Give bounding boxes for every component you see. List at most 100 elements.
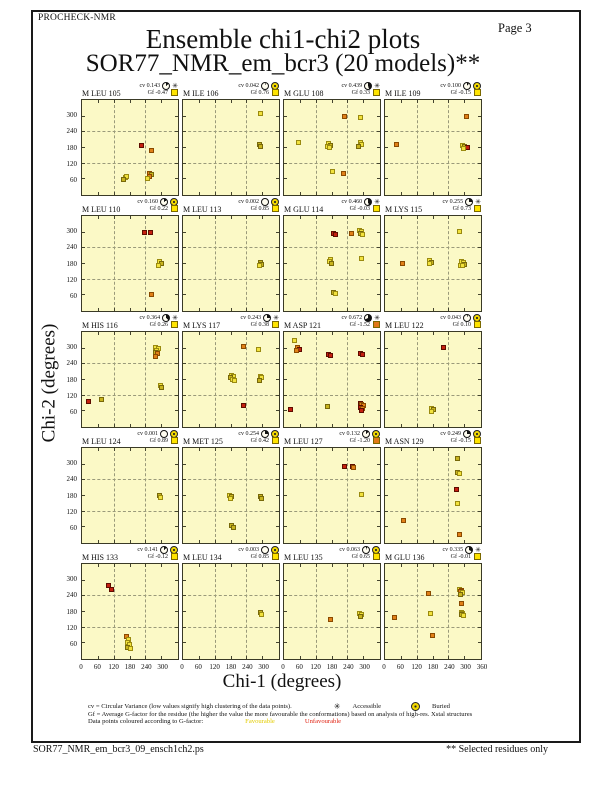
- axis-tick: [315, 564, 317, 567]
- gridline-vertical: [214, 332, 216, 426]
- gridline-vertical: [315, 448, 317, 542]
- axis-tick: [175, 131, 178, 133]
- cv-pie-icon: [362, 546, 370, 554]
- axis-tick: [347, 332, 349, 335]
- axis-tick: [97, 448, 99, 451]
- axis-tick: [246, 308, 248, 311]
- axis-tick: [97, 540, 99, 543]
- axis-tick: [315, 540, 317, 543]
- x-tick-label: 180: [427, 663, 439, 671]
- axis-tick: [299, 216, 301, 219]
- axis-tick: [331, 564, 333, 567]
- cv-value: cv 0.063: [339, 547, 360, 553]
- gridline-horizontal: [385, 626, 480, 628]
- cv-line: cv 0.255 ✳: [442, 198, 481, 206]
- gridline-horizontal: [82, 394, 177, 396]
- axis-tick: [416, 192, 418, 195]
- accessible-star-icon: ✳: [333, 701, 341, 711]
- axis-tick: [82, 131, 85, 133]
- cv-pie-icon: [263, 314, 272, 322]
- gridline-vertical: [448, 100, 450, 194]
- data-point: [124, 174, 130, 179]
- axis-tick: [464, 656, 466, 659]
- residue-label: M GLU 114: [284, 205, 324, 214]
- x-tick-label: 120: [310, 663, 321, 671]
- page-subtitle: SOR77_NMR_em_bcr3 (20 models)**: [85, 50, 481, 77]
- axis-tick: [183, 463, 186, 465]
- page-title: Ensemble chi1-chi2 plots: [145, 24, 421, 54]
- axis-tick: [478, 611, 481, 612]
- gf-value: Gf -0.47: [147, 89, 168, 96]
- axis-tick: [299, 192, 301, 195]
- data-point: [457, 591, 463, 597]
- axis-tick: [347, 656, 349, 659]
- accessible-star-icon: ✳: [475, 198, 481, 206]
- cv-value: cv 0.042: [238, 83, 259, 89]
- data-point: [153, 353, 159, 359]
- axis-tick: [400, 448, 402, 451]
- axis-tick: [284, 347, 287, 349]
- data-point: [109, 586, 115, 592]
- plot-box: [81, 99, 179, 196]
- plot-header: M LEU 122 cv 0.043 Gf 0.10: [384, 314, 482, 331]
- axis-tick: [183, 495, 186, 496]
- plot-header: M MET 125 cv 0.254 Gf 0.42: [182, 430, 280, 447]
- cv-pie-icon: [364, 314, 373, 322]
- axis-tick: [145, 100, 147, 103]
- axis-tick: [377, 247, 380, 249]
- residue-label: M ILE 106: [183, 89, 219, 98]
- axis-tick: [276, 115, 279, 117]
- cv-value: cv 0.141: [137, 547, 158, 553]
- gf-color-swatch: [474, 437, 481, 444]
- axis-tick: [113, 424, 115, 427]
- axis-tick: [198, 564, 200, 567]
- data-point: [459, 601, 465, 607]
- gf-value: Gf -0.01: [450, 553, 471, 560]
- data-point: [333, 232, 339, 238]
- axis-tick: [478, 526, 481, 528]
- axis-tick: [183, 178, 186, 180]
- gridline-horizontal: [183, 162, 278, 164]
- axis-tick: [82, 115, 85, 117]
- plot-header: M ILE 109 cv 0.100 Gf -0.15: [384, 82, 482, 99]
- axis-tick: [214, 100, 216, 103]
- axis-tick: [246, 564, 248, 567]
- plot-box: [384, 447, 482, 544]
- data-point: [427, 610, 433, 616]
- gf-color-swatch: [474, 89, 481, 96]
- axis-tick: [385, 394, 388, 396]
- axis-tick: [183, 263, 186, 264]
- axis-tick: [478, 347, 481, 349]
- residue-label: M GLU 136: [385, 553, 425, 562]
- plot-header: M LEU 127 cv 0.132 Gf -1.20: [283, 430, 381, 447]
- axis-tick: [246, 100, 248, 103]
- axis-tick: [377, 611, 380, 612]
- axis-tick: [478, 642, 481, 644]
- axis-tick: [377, 495, 380, 496]
- gf-color-swatch: [171, 321, 178, 328]
- axis-tick: [377, 394, 380, 396]
- data-point: [460, 613, 466, 619]
- gridline-vertical: [214, 100, 216, 194]
- gf-line: Gf 0.10: [453, 321, 481, 328]
- cv-pie-icon: [465, 198, 474, 206]
- plot-box: [384, 331, 482, 428]
- residue-label: M LEU 113: [183, 205, 222, 214]
- axis-tick: [82, 394, 85, 396]
- x-tick-label: 60: [93, 663, 101, 671]
- legend-gf-text: Gf = Average G-factor for the residue (t…: [88, 711, 473, 718]
- axis-tick: [183, 147, 186, 148]
- axis-tick: [82, 347, 85, 349]
- y-tick-label: 300: [66, 227, 78, 236]
- axis-tick: [230, 424, 232, 427]
- data-point: [455, 455, 461, 461]
- axis-tick: [82, 278, 85, 280]
- x-tick-label: 300: [258, 663, 269, 671]
- axis-tick: [464, 564, 466, 567]
- gf-color-swatch: [171, 89, 178, 96]
- axis-tick: [377, 278, 380, 280]
- axis-tick: [315, 424, 317, 427]
- axis-tick: [145, 448, 147, 451]
- axis-tick: [377, 479, 380, 481]
- axis-tick: [347, 308, 349, 311]
